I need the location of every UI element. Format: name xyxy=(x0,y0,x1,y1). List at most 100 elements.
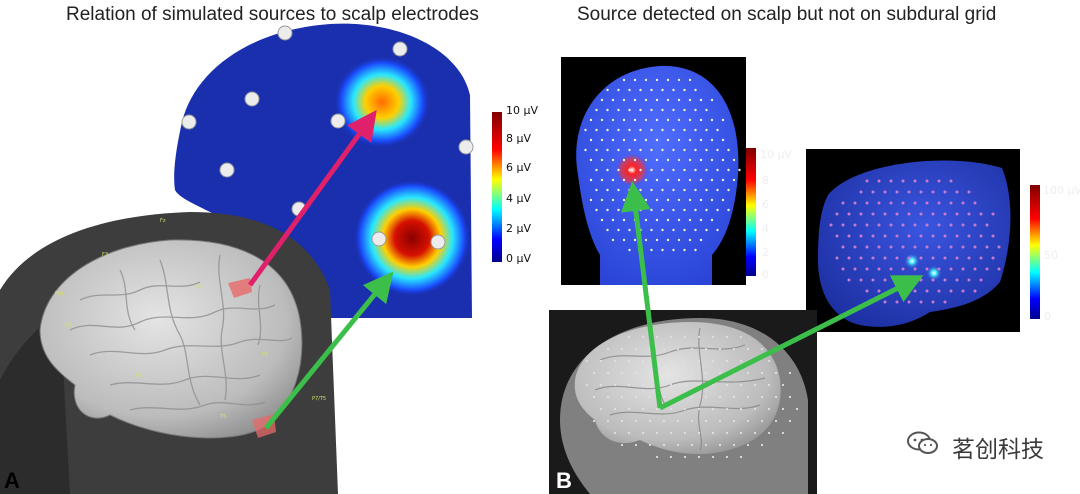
scalp-electrode-dot xyxy=(699,178,703,182)
head-electrode-dot xyxy=(627,407,631,411)
head-electrode-dot xyxy=(739,431,743,435)
head-electrode-dot xyxy=(718,419,722,423)
grid-electrode-dot xyxy=(931,234,935,238)
scalp-electrode-dot xyxy=(721,178,725,182)
head-electrode-dot xyxy=(599,383,603,387)
scalp-electrode-dot xyxy=(633,78,637,82)
head-electrode-dot xyxy=(585,383,589,387)
head-electrode-dot xyxy=(648,371,652,375)
scalp-electrode-dot xyxy=(672,108,675,112)
scalp-electrode-dot xyxy=(622,218,626,222)
grid-electrode-dot xyxy=(895,190,899,194)
scalp-electrode-dot xyxy=(644,98,648,102)
grid-electrode-dot xyxy=(925,245,929,249)
scalp-electrode-dot xyxy=(677,178,681,182)
scalp-electrode-dot xyxy=(611,158,615,162)
grid-electrode-dot xyxy=(835,212,839,216)
scalp-electrode-dot xyxy=(716,168,719,172)
grid-electrode-dot xyxy=(937,179,941,183)
head-electrode-dot xyxy=(781,407,785,411)
scalp-electrode-dot xyxy=(661,228,664,232)
head-electrode-dot xyxy=(599,407,603,411)
green-arrow-b-right xyxy=(658,275,924,411)
scalp-electrode-dot xyxy=(639,148,642,152)
scalp-electrode-dot xyxy=(694,148,697,152)
scalp-electrode-dot xyxy=(672,208,675,212)
head-electrode-dot xyxy=(697,431,701,435)
grid-electrode-dot xyxy=(901,223,905,227)
cbar-b-scalp-label: 6 xyxy=(762,198,769,211)
scalp-electrode-dot xyxy=(694,228,697,232)
grid-electrode-dot xyxy=(877,223,881,227)
grid-electrode-dot xyxy=(949,289,953,293)
scalp-electrode-dot xyxy=(666,78,670,82)
grid-electrode-dot xyxy=(991,256,995,260)
grid-electrode-dot xyxy=(919,212,923,216)
grid-electrode-dot xyxy=(847,278,851,282)
head-electrode-dot xyxy=(662,443,666,447)
scalp-electrode-dot xyxy=(699,118,703,122)
grid-electrode-dot xyxy=(877,267,881,271)
head-electrode-dot xyxy=(669,455,673,459)
head-electrode-dot xyxy=(718,347,722,351)
scalp-electrode-dot xyxy=(622,138,626,142)
scalp-electrode-dot xyxy=(628,228,631,232)
scalp-electrode-dot xyxy=(644,138,648,142)
head-electrode-dot xyxy=(592,395,596,399)
scalp-electrode-dot xyxy=(661,88,664,92)
head-electrode-dot xyxy=(613,431,617,435)
scalp-electrode-dot xyxy=(655,118,659,122)
head-electrode-dot xyxy=(753,383,757,387)
grid-electrode-dot xyxy=(907,190,911,194)
scalp-electrode-dot xyxy=(650,228,653,232)
scalp-electrode-dot xyxy=(705,188,708,192)
scalp-electrode-dot xyxy=(589,138,593,142)
grid-electrode-dot xyxy=(973,223,977,227)
scalp-electrode-dot xyxy=(699,158,703,162)
head-electrode-dot xyxy=(760,419,764,423)
scalp-electrode-dot xyxy=(677,238,681,242)
grid-electrode-dot xyxy=(841,223,845,227)
scalp-electrode-dot xyxy=(622,178,626,182)
grid-electrode-dot xyxy=(979,234,983,238)
head-electrode-dot xyxy=(760,347,764,351)
head-electrode-dot xyxy=(676,443,680,447)
scalp-electrode-dot xyxy=(705,128,708,132)
scalp-electrode-dot xyxy=(683,108,686,112)
grid-hotspot-2 xyxy=(926,265,942,281)
grid-electrode-dot xyxy=(955,234,959,238)
grid-electrode-dot xyxy=(895,278,899,282)
scalp-electrode-dot xyxy=(606,148,609,152)
scalp-electrode-dot xyxy=(650,128,653,132)
scalp-electrode-dot xyxy=(622,98,626,102)
head-electrode-dot xyxy=(662,347,666,351)
grid-electrode-dot xyxy=(961,267,965,271)
cbar-a-label: 2 µV xyxy=(506,222,532,235)
grid-electrode-dot xyxy=(937,201,941,205)
head-electrode-dot xyxy=(641,431,645,435)
grid-electrode-dot xyxy=(925,223,929,227)
source-hotspot-lower xyxy=(354,180,470,296)
cbar-b-scalp-label: 10 µV xyxy=(760,148,793,161)
grid-electrode-dot xyxy=(979,278,983,282)
head-electrode-dot xyxy=(781,431,785,435)
scalp-electrode-dot xyxy=(705,148,708,152)
head-electrode-dot xyxy=(683,383,687,387)
head-electrode-dot xyxy=(634,347,638,351)
grid-electrode-dot xyxy=(913,245,917,249)
scalp-electrode-dot xyxy=(611,198,615,202)
scalp-electrode-dot xyxy=(650,208,653,212)
head-electrode-dot xyxy=(704,443,708,447)
scalp-electrode-dot xyxy=(672,188,675,192)
scalp-electrode-dot xyxy=(705,168,708,172)
scalp-electrode-dot xyxy=(710,178,714,182)
head-electrode-dot xyxy=(683,455,687,459)
scalp-electrode-dot xyxy=(666,98,670,102)
scalp-electrode-dot xyxy=(628,148,631,152)
grid-electrode-dot xyxy=(913,223,917,227)
head-electrode-dot xyxy=(711,359,715,363)
grid-electrode-dot xyxy=(937,223,941,227)
panel-b-subdural-grid xyxy=(818,160,1011,327)
grid-electrode-dot xyxy=(937,289,941,293)
grid-electrode-dot xyxy=(907,256,911,260)
